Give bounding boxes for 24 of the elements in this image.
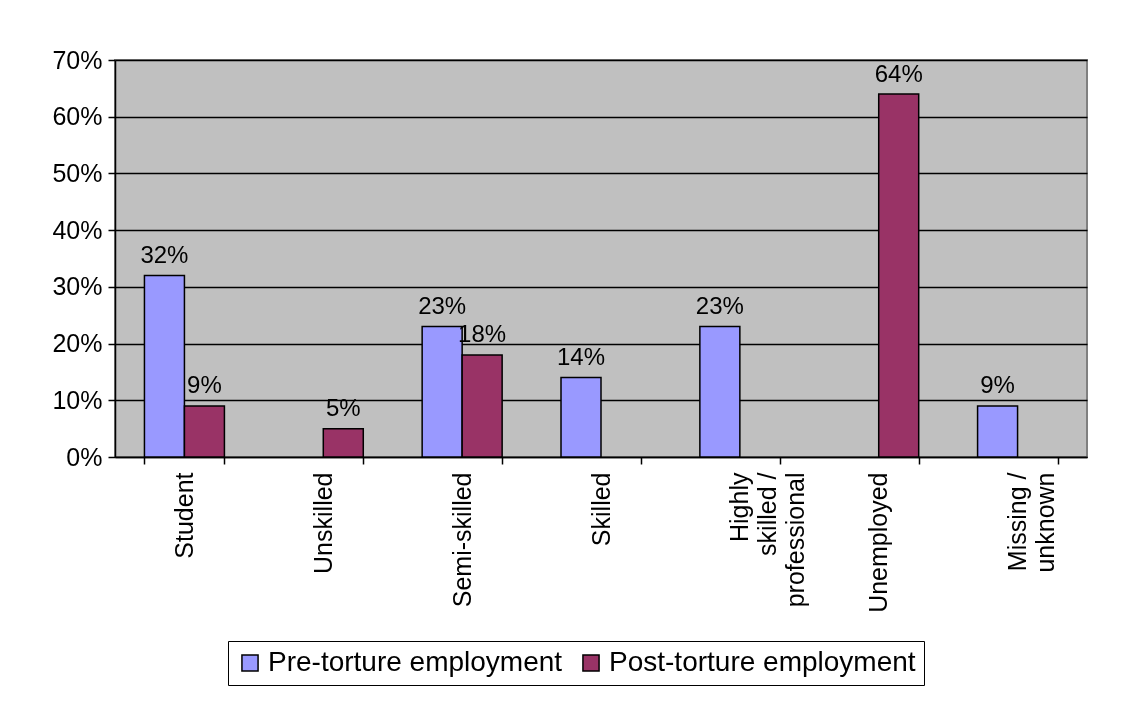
x-tick-label: Unskilled — [308, 472, 337, 574]
data-label: 9% — [980, 371, 1015, 399]
x-tick-label: Student — [169, 472, 198, 559]
y-tick-label: 60% — [52, 102, 103, 131]
data-label: 23% — [695, 292, 744, 320]
y-tick-label: 0% — [66, 442, 103, 471]
y-tick-label: 50% — [52, 158, 103, 187]
data-label: 14% — [556, 343, 606, 371]
y-tick-label: 10% — [52, 385, 103, 414]
x-tick-label: Unemployed — [864, 472, 893, 613]
data-label: 32% — [140, 241, 189, 269]
y-tick-label: 20% — [52, 329, 103, 358]
x-tick-label: Semi-skilled — [447, 472, 476, 608]
x-tick-label: Missing / unknown — [1003, 472, 1060, 573]
y-tick-label: 30% — [52, 272, 103, 301]
legend-label: Post-torture employment — [609, 646, 916, 677]
data-label: 64% — [874, 59, 923, 87]
legend-label: Pre-torture employment — [268, 646, 563, 677]
data-label: 23% — [418, 292, 467, 320]
y-tick-label: 40% — [52, 215, 103, 244]
x-tick-label: Highly skilled / professional — [725, 472, 810, 608]
x-tick-label: Skilled — [586, 472, 615, 547]
y-tick-label: 70% — [52, 45, 103, 74]
data-label: 9% — [187, 371, 222, 399]
